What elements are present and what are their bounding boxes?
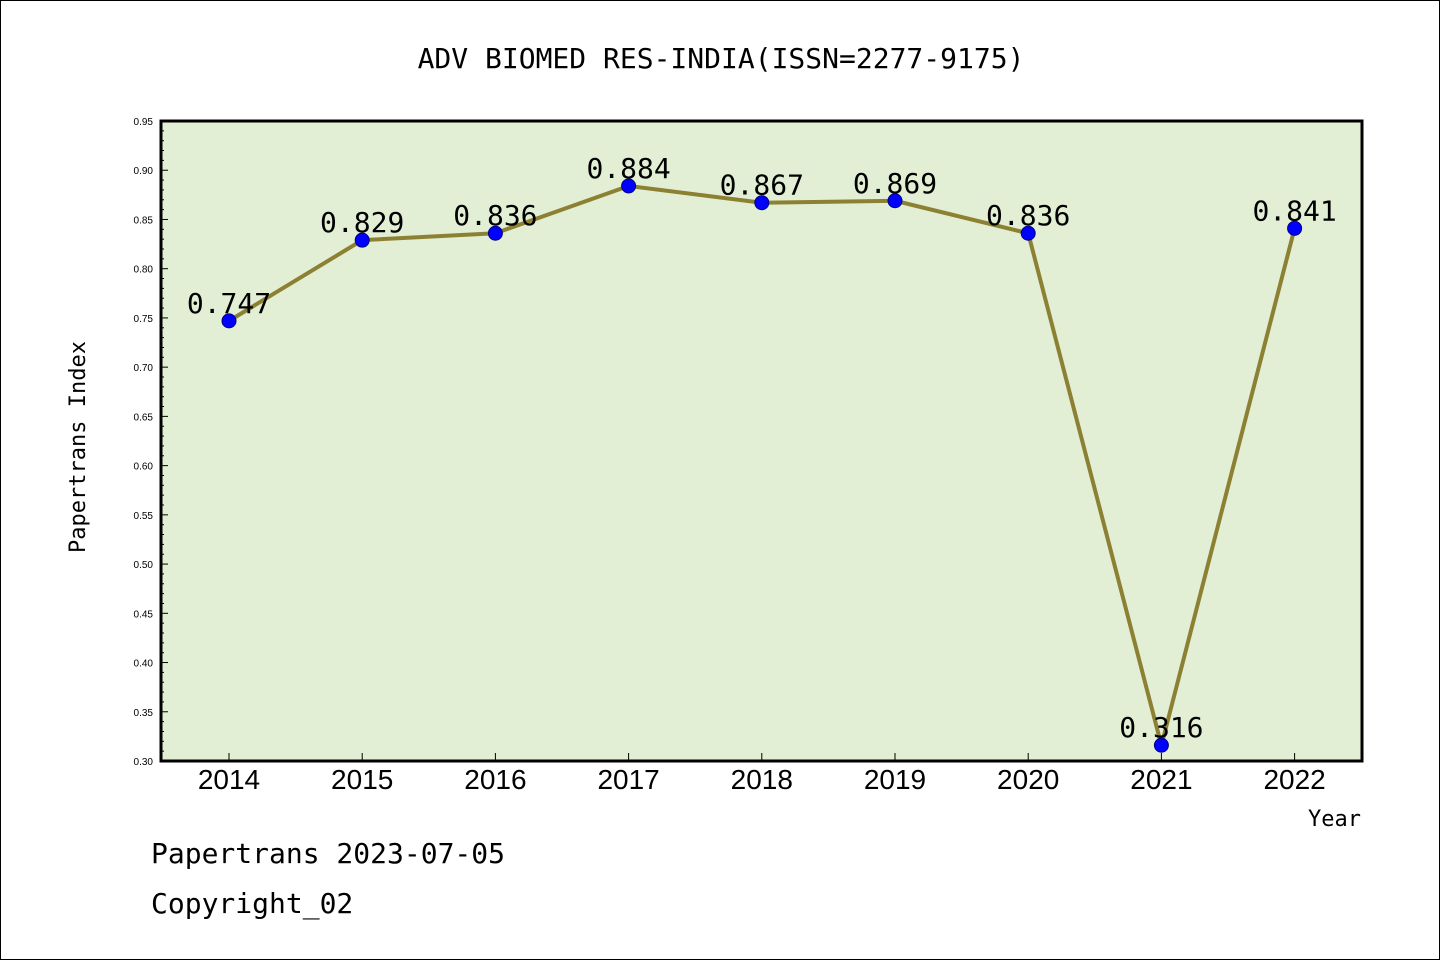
data-point — [621, 178, 637, 194]
x-axis-label: Year — [1308, 807, 1361, 832]
x-tick-label: 2019 — [864, 764, 926, 795]
x-tick-label: 2022 — [1263, 764, 1325, 795]
y-tick-label: 0.35 — [134, 708, 154, 719]
footer-copyright: Copyright_02 — [151, 887, 354, 920]
y-tick-label: 0.95 — [134, 117, 154, 128]
footer-date: Papertrans 2023-07-05 — [151, 837, 506, 870]
y-tick-label: 0.85 — [134, 215, 154, 226]
data-point — [1153, 737, 1169, 753]
y-tick-label: 0.75 — [134, 314, 154, 325]
chart-title: ADV BIOMED RES-INDIA(ISSN=2277-9175) — [418, 42, 1025, 75]
data-point — [221, 313, 237, 329]
x-tick-label: 2018 — [731, 764, 793, 795]
series-points — [221, 178, 1303, 753]
x-axis: 2014 2015 2016 2017 2018 2019 2020 2021 2022 — [198, 753, 1326, 795]
x-tick-label: 2017 — [597, 764, 659, 795]
y-tick-label: 0.40 — [134, 659, 154, 670]
y-tick-label: 0.80 — [134, 265, 154, 276]
data-point — [354, 232, 370, 248]
y-tick-label: 0.90 — [134, 166, 154, 177]
y-tick-label: 0.55 — [134, 511, 154, 522]
plot-area — [159, 119, 1364, 763]
y-axis-label: Papertrans Index — [66, 341, 91, 553]
x-tick-label: 2014 — [198, 764, 260, 795]
y-axis: 0.30 0.35 0.40 0.45 0.50 0.55 0.60 0.65 0.70 0.75… — [134, 117, 168, 768]
data-point — [487, 225, 503, 241]
x-tick-label: 2021 — [1130, 764, 1192, 795]
x-tick-label: 2015 — [331, 764, 393, 795]
data-point — [754, 195, 770, 211]
y-tick-label: 0.45 — [134, 609, 154, 620]
y-tick-label: 0.50 — [134, 560, 154, 571]
data-point — [887, 193, 903, 209]
data-point — [1020, 225, 1036, 241]
y-tick-label: 0.60 — [134, 462, 154, 473]
x-tick-label: 2020 — [997, 764, 1059, 795]
y-tick-label: 0.65 — [134, 412, 154, 423]
x-tick-label: 2016 — [464, 764, 526, 795]
data-point — [1287, 220, 1303, 236]
y-tick-label: 0.70 — [134, 363, 154, 374]
y-tick-label: 0.30 — [134, 757, 154, 768]
